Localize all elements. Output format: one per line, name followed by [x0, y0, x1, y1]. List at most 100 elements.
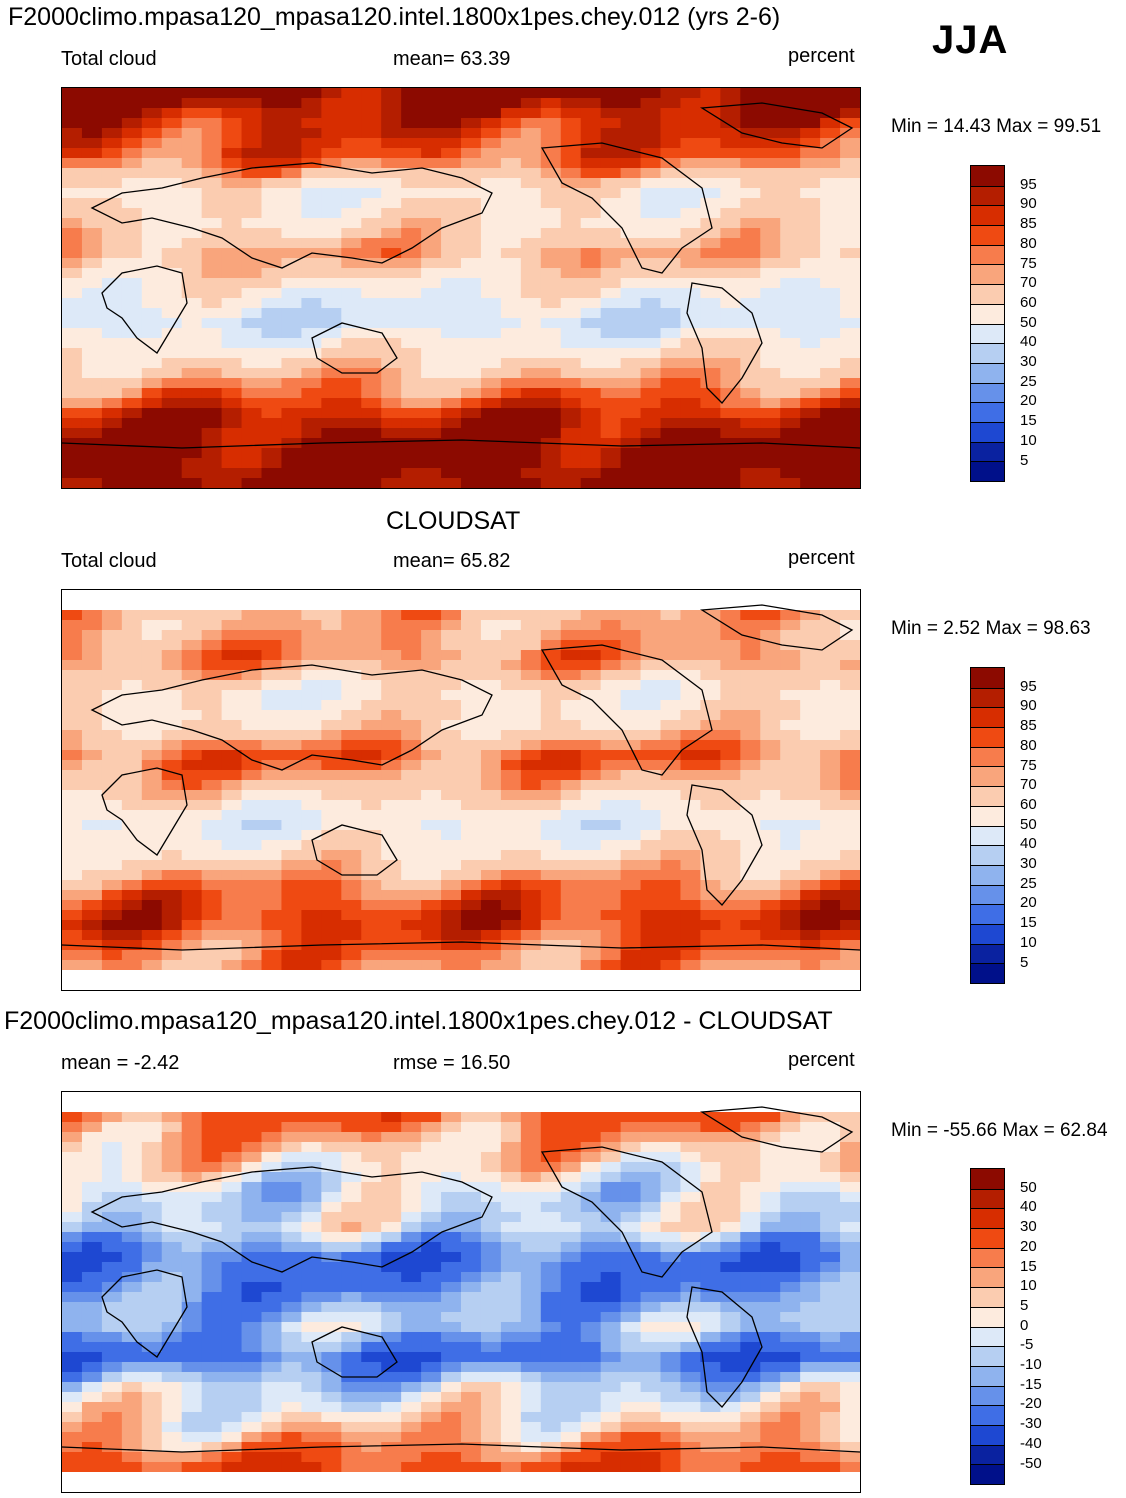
heatmap-cell — [261, 760, 283, 771]
heatmap-cell — [540, 1222, 562, 1233]
heatmap-cell — [660, 850, 682, 861]
heatmap-cell — [520, 1152, 542, 1163]
heatmap-cell — [81, 1272, 103, 1283]
heatmap-cell — [520, 1192, 542, 1203]
heatmap-cell — [181, 138, 203, 149]
heatmap-cell — [81, 368, 103, 379]
heatmap-cell — [620, 1452, 642, 1463]
heatmap-cell — [81, 890, 103, 901]
heatmap-cell — [421, 740, 442, 751]
heatmap-cell — [780, 1132, 801, 1143]
heatmap-cell — [441, 1432, 462, 1443]
coastline — [62, 439, 860, 449]
heatmap-cell — [101, 820, 123, 831]
heatmap-cell — [401, 1152, 422, 1163]
heatmap-cell — [421, 358, 442, 369]
heatmap-cell — [760, 860, 781, 871]
heatmap-cell — [341, 730, 362, 741]
heatmap-cell — [441, 268, 462, 279]
heatmap-cell — [660, 1222, 682, 1233]
heatmap-cell — [141, 388, 163, 399]
heatmap-cell — [680, 670, 701, 681]
heatmap-cell — [580, 670, 602, 681]
heatmap-cell — [181, 880, 203, 891]
heatmap-cell — [401, 1182, 422, 1193]
heatmap-cell — [461, 328, 482, 339]
heatmap-cell — [700, 1422, 721, 1433]
heatmap-cell — [640, 248, 662, 259]
heatmap-cell — [461, 158, 482, 169]
heatmap-cell — [800, 448, 821, 459]
heatmap-cell — [301, 1422, 322, 1433]
heatmap-cell — [201, 1332, 223, 1343]
heatmap-cell — [321, 760, 342, 771]
heatmap-cell — [620, 1352, 642, 1363]
heatmap-cell — [321, 740, 342, 751]
heatmap-cell — [381, 1392, 402, 1403]
heatmap-cell — [461, 1342, 482, 1353]
heatmap-cell — [441, 408, 462, 419]
heatmap-cell — [520, 920, 542, 931]
heatmap-cell — [780, 258, 801, 269]
heatmap-cell — [301, 1122, 322, 1133]
heatmap-cell — [121, 660, 143, 671]
heatmap-cell — [341, 298, 362, 309]
heatmap-cell — [820, 1302, 841, 1313]
heatmap-cell — [381, 930, 402, 941]
heatmap-cell — [840, 860, 860, 871]
heatmap-cell — [381, 1382, 402, 1393]
heatmap-cell — [600, 468, 622, 479]
heatmap-cell — [401, 1142, 422, 1153]
heatmap-cell — [161, 428, 183, 439]
heatmap-cell — [101, 610, 123, 621]
heatmap-cell — [660, 268, 682, 279]
heatmap-cell — [500, 1372, 522, 1383]
heatmap-cell — [840, 1302, 860, 1313]
heatmap-cell — [181, 1432, 203, 1443]
heatmap-cell — [760, 328, 781, 339]
heatmap-cell — [201, 650, 223, 661]
heatmap-cell — [660, 98, 682, 109]
heatmap-cell — [540, 348, 562, 359]
heatmap-cell — [421, 218, 442, 229]
heatmap-cell — [800, 158, 821, 169]
heatmap-cell — [101, 710, 123, 721]
heatmap-cell — [381, 780, 402, 791]
heatmap-cell — [241, 198, 263, 209]
heatmap-cell — [281, 1142, 302, 1153]
heatmap-cell — [680, 1302, 701, 1313]
heatmap-cell — [381, 128, 402, 139]
heatmap-cell — [500, 1122, 522, 1133]
heatmap-cell — [800, 660, 821, 671]
heatmap-cell — [341, 338, 362, 349]
heatmap-cell — [760, 1372, 781, 1383]
heatmap-cell — [760, 248, 781, 259]
heatmap-cell — [660, 1342, 682, 1353]
heatmap-cell — [520, 780, 542, 791]
heatmap-cell — [720, 670, 741, 681]
coastline — [686, 1286, 763, 1408]
heatmap-cell — [241, 730, 263, 741]
heatmap-cell — [540, 108, 562, 119]
heatmap-cell — [800, 348, 821, 359]
heatmap-cell — [141, 448, 163, 459]
heatmap-cell — [800, 1392, 821, 1403]
heatmap-cell — [441, 1202, 462, 1213]
heatmap-cell — [421, 1232, 442, 1243]
heatmap-cell — [201, 1462, 223, 1473]
heatmap-cell — [221, 750, 243, 761]
heatmap-cell — [401, 1462, 422, 1473]
heatmap-cell — [760, 1192, 781, 1203]
heatmap-cell — [62, 1152, 83, 1163]
heatmap-cell — [62, 740, 83, 751]
heatmap-cell — [720, 800, 741, 811]
heatmap-cell — [441, 218, 462, 229]
heatmap-cell — [81, 238, 103, 249]
heatmap-cell — [62, 1462, 83, 1473]
heatmap-cell — [500, 1352, 522, 1363]
heatmap-cell — [181, 308, 203, 319]
heatmap-cell — [720, 198, 741, 209]
heatmap-cell — [840, 1182, 860, 1193]
heatmap-cell — [560, 620, 582, 631]
heatmap-cell — [301, 298, 322, 309]
